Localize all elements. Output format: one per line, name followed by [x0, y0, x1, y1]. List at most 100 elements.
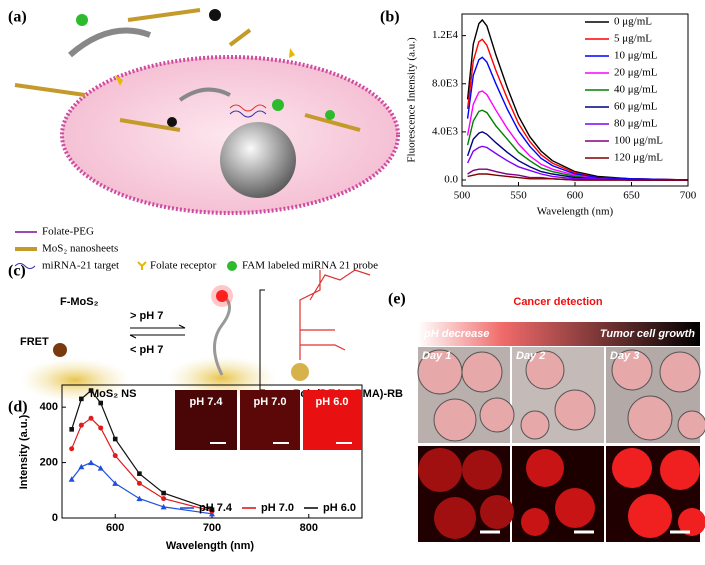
glow: [211, 285, 233, 307]
marker: [161, 496, 167, 502]
panel-label: (a): [8, 9, 27, 26]
label: FRET: [20, 336, 49, 348]
panel-c: (c) F-MoS₂ FRET > pH 7 < pH 7 MoS₂ NS Po…: [8, 263, 403, 402]
panel-label: (e): [388, 291, 406, 308]
legend-label: pH 7.0: [261, 502, 294, 514]
marker: [97, 465, 104, 471]
legend-label: pH 6.0: [323, 502, 356, 514]
marker: [160, 503, 167, 510]
legend-a: Folate-PEG MoS₂ nanosheets miRNA-21 targ…: [14, 226, 378, 272]
marker: [88, 415, 94, 421]
inset-image: [240, 390, 300, 450]
legend-label: 0 μg/mL: [614, 16, 652, 28]
x-tick-label: 500: [454, 190, 471, 202]
inset-label: pH 7.0: [253, 396, 286, 408]
nanosheet: [20, 358, 130, 402]
marker: [69, 427, 74, 432]
marker: [69, 446, 75, 452]
x-axis-title: Wavelength (nm): [166, 540, 255, 552]
legend-label: 100 μg/mL: [614, 135, 663, 147]
x-tick-label: 600: [106, 522, 124, 534]
panel-label: (c): [8, 263, 26, 280]
panel-label: (d): [8, 399, 28, 416]
y-tick-label: 4.0E3: [432, 125, 458, 137]
anchor: [291, 363, 309, 381]
day-label: Day 3: [610, 350, 639, 362]
title: Cancer detection: [513, 296, 603, 308]
legend-text: Folate receptor: [150, 260, 217, 272]
insets: pH 7.4 pH 7.0 pH 6.0: [175, 390, 362, 450]
marker: [78, 422, 84, 428]
inset-label: pH 6.0: [315, 396, 348, 408]
label: > pH 7: [130, 310, 163, 322]
x-tick-label: 700: [680, 190, 697, 202]
legend-label: 80 μg/mL: [614, 118, 658, 130]
marker: [209, 507, 215, 512]
x-tick-label: 550: [510, 190, 527, 202]
panel-e: (e) Cancer detection pH decrease Tumor c…: [388, 291, 705, 542]
day-label: Day 2: [516, 350, 545, 362]
marker: [79, 396, 84, 402]
x-tick-label: 650: [623, 190, 640, 202]
legend-label: 20 μg/mL: [614, 67, 658, 79]
legend-label: 120 μg/mL: [614, 152, 663, 164]
legend-label: 5 μg/mL: [614, 33, 652, 45]
plot-frame: [461, 13, 689, 187]
y-axis-title: Fluorescence Intensity (a.u.): [406, 37, 418, 163]
y-tick-label: 0.0: [444, 174, 458, 186]
x-tick-label: 700: [203, 522, 221, 534]
micrographs: [417, 347, 705, 542]
x-axis-title: Wavelength (nm): [537, 206, 614, 218]
panel-label: (b): [380, 9, 400, 26]
marker: [112, 453, 118, 459]
marker: [161, 490, 166, 496]
y-tick-label: 0: [52, 512, 58, 524]
label: MoS₂ NS: [90, 388, 136, 400]
plot-frame: [61, 384, 363, 519]
legend-text: FAM labeled miRNA 21 probe: [242, 260, 378, 272]
legend-label: 60 μg/mL: [614, 101, 658, 113]
nucleus: [220, 122, 296, 198]
panel-a: (a) Folate-PEG MoS₂ nanosheets miRNA-21 …: [8, 8, 400, 272]
target: [229, 110, 267, 118]
legend-label: 10 μg/mL: [614, 50, 658, 62]
probe: [229, 104, 267, 112]
legend-text: Folate-PEG: [42, 226, 94, 238]
y-tick-label: 8.0E3: [432, 77, 458, 89]
fam-dots: [76, 14, 335, 120]
marker: [112, 480, 119, 486]
quencher: [167, 117, 177, 127]
marker: [78, 463, 85, 470]
receptors: [115, 48, 295, 86]
inset-image: [175, 390, 237, 450]
label: pH decrease: [423, 328, 489, 340]
x-tick-label: 800: [300, 522, 318, 534]
arrow: [68, 27, 152, 58]
label: Tumor cell growth: [600, 328, 695, 340]
y-tick-label: 200: [40, 456, 58, 468]
legend-text: MoS₂ nanosheets: [42, 243, 118, 255]
series-line: [466, 56, 689, 181]
equilibrium-arrow: [129, 324, 186, 339]
y-axis-title: Intensity (a.u.): [18, 414, 30, 489]
dye: [53, 343, 67, 357]
marker: [136, 480, 142, 486]
marker: [137, 471, 142, 476]
marker: [209, 510, 215, 517]
inset-label: pH 7.4: [189, 396, 223, 408]
marker: [88, 388, 94, 393]
series-line: [466, 145, 688, 181]
arrow: [178, 87, 231, 102]
day-label: Day 1: [422, 350, 451, 362]
structure: [299, 269, 371, 360]
marker: [88, 459, 95, 466]
legend-text: miRNA-21 target: [42, 260, 119, 272]
series-line: [71, 461, 213, 515]
inset-image: [303, 390, 362, 450]
label: < pH 7: [130, 344, 163, 356]
nanosheets: [14, 8, 361, 132]
y-tick-label: 1.2E4: [432, 29, 458, 41]
marker: [68, 476, 75, 482]
marker: [98, 400, 104, 406]
